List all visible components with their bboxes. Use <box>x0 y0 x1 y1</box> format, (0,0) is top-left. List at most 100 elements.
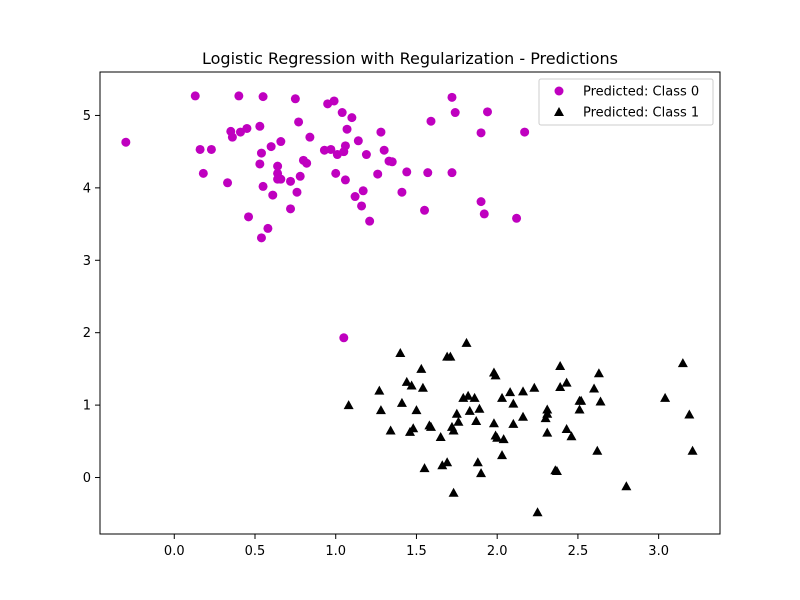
class-1-point <box>453 416 464 426</box>
class-0-point <box>423 168 433 178</box>
class-0-point <box>476 128 486 138</box>
class-1-point <box>555 382 566 391</box>
y-tick-label: 4 <box>83 181 91 196</box>
data-points <box>121 91 698 517</box>
class-1-point <box>463 390 474 400</box>
class-0-point <box>258 181 268 191</box>
class-1-point <box>508 418 519 428</box>
class-0-point <box>190 91 200 101</box>
class-0-point <box>387 157 397 167</box>
class-1-point <box>375 405 386 415</box>
class-1-point <box>401 376 412 386</box>
class-0-point <box>397 187 407 197</box>
class-1-point <box>464 405 475 415</box>
class-0-point <box>479 209 489 219</box>
class-0-point <box>268 190 278 200</box>
class-1-point <box>518 386 529 396</box>
class-1-point <box>385 425 396 435</box>
class-1-point <box>471 416 482 426</box>
class-1-point <box>492 432 503 442</box>
class-0-point <box>512 213 522 223</box>
class-1-point <box>417 382 428 392</box>
class-0-point <box>263 223 273 233</box>
class-0-point <box>339 333 349 343</box>
class-0-point <box>256 148 266 158</box>
class-0-point <box>273 161 283 171</box>
class-1-point <box>416 363 427 373</box>
class-0-point <box>350 192 360 202</box>
class-1-point <box>488 418 499 428</box>
class-0-point <box>376 127 386 137</box>
class-1-point <box>448 425 459 435</box>
class-0-point <box>353 136 363 146</box>
class-1-point <box>561 377 572 387</box>
class-1-point <box>574 404 585 414</box>
y-tick-label: 2 <box>83 326 91 341</box>
class-1-point <box>532 507 543 517</box>
class-0-point <box>255 159 265 169</box>
class-0-point <box>276 174 286 184</box>
class-0-point <box>347 113 357 123</box>
class-0-point <box>290 94 300 104</box>
class-1-point <box>343 400 354 410</box>
class-1-point <box>589 383 600 393</box>
class-1-point <box>425 421 436 431</box>
class-1-point <box>374 385 385 395</box>
class-0-point <box>326 144 336 154</box>
class-0-point <box>329 96 339 106</box>
class-1-point <box>508 398 519 408</box>
x-tick-label: 0.5 <box>245 544 266 559</box>
class-1-point <box>497 450 508 460</box>
legend-triangle-marker <box>554 107 564 116</box>
x-tick-label: 3.0 <box>648 544 669 559</box>
class-1-point <box>476 468 487 478</box>
class-0-point <box>286 176 296 186</box>
class-1-point <box>395 347 406 357</box>
class-1-point <box>445 351 456 361</box>
class-0-point <box>361 150 371 160</box>
class-0-point <box>373 169 383 179</box>
y-tick-label: 0 <box>83 471 91 486</box>
class-0-point <box>258 92 268 102</box>
class-0-point <box>295 171 305 181</box>
class-0-point <box>426 116 436 126</box>
class-0-point <box>337 108 347 118</box>
class-0-point <box>121 137 131 147</box>
series-0 <box>121 91 530 343</box>
class-0-point <box>365 216 375 226</box>
class-0-point <box>227 132 237 142</box>
class-1-point <box>566 431 577 441</box>
class-0-point <box>340 175 350 185</box>
class-1-point <box>595 396 606 406</box>
class-1-point <box>529 382 540 392</box>
legend-label: Predicted: Class 1 <box>583 106 699 121</box>
class-1-point <box>442 457 453 467</box>
class-0-point <box>450 108 460 118</box>
class-0-point <box>357 201 367 211</box>
class-1-point <box>490 370 501 380</box>
class-1-point <box>406 380 417 390</box>
class-1-point <box>498 434 509 444</box>
class-0-point <box>294 117 304 127</box>
class-1-point <box>437 460 448 470</box>
x-tick-label: 2.5 <box>568 544 589 559</box>
class-0-point <box>198 168 208 178</box>
legend-box <box>538 78 714 126</box>
class-1-point <box>408 423 419 433</box>
class-1-point <box>461 337 472 347</box>
y-tick-label: 3 <box>83 254 91 269</box>
class-1-point <box>448 487 459 497</box>
chart-title: Logistic Regression with Regularization … <box>202 49 618 68</box>
class-1-point <box>561 424 572 433</box>
class-0-point <box>305 132 315 142</box>
class-0-point <box>302 158 312 168</box>
class-0-point <box>520 127 530 137</box>
class-1-point <box>684 409 695 419</box>
class-0-point <box>292 187 302 197</box>
legend: Predicted: Class 0 Predicted: Class 1 <box>538 78 714 126</box>
class-0-point <box>242 123 252 133</box>
class-1-point <box>505 387 516 397</box>
class-1-point <box>518 411 529 421</box>
y-tick-label: 1 <box>83 399 91 414</box>
